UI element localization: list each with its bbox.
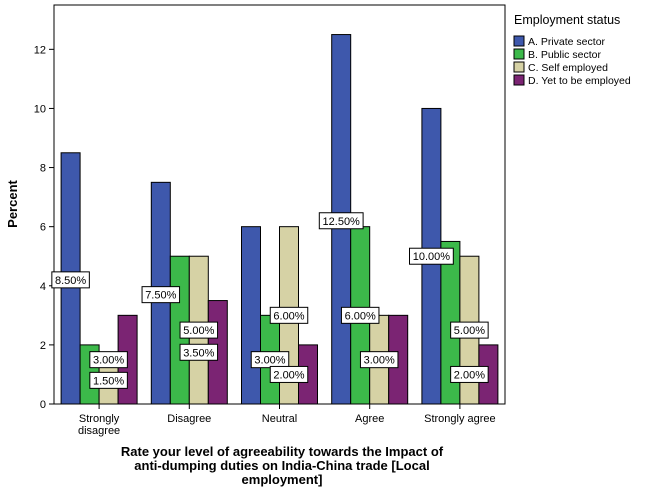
legend-item: D. Yet to be employed	[513, 74, 631, 87]
data-label-box	[269, 365, 309, 383]
legend-label: B. Public sector	[528, 49, 601, 61]
data-label: 1.50%	[89, 371, 128, 389]
legend-label: A. Private sector	[528, 36, 606, 48]
data-label-text: 8.50%	[55, 275, 86, 287]
legend-item: B. Public sector	[513, 48, 601, 61]
legend-swatch	[513, 74, 525, 86]
data-label: 6.00%	[340, 306, 380, 324]
y-tick-label: 4	[40, 281, 46, 293]
data-label: 2.00%	[269, 365, 309, 383]
data-label: 3.50%	[179, 343, 219, 361]
x-tick-label: Strongly agree	[424, 413, 496, 425]
legend-title: Employment status	[514, 13, 620, 27]
data-label-box	[450, 365, 489, 383]
x-axis-title: Rate your level of agreeability towards …	[121, 444, 444, 487]
data-label-text: 5.00%	[454, 325, 485, 337]
y-tick-label: 10	[34, 103, 46, 115]
data-label-box	[450, 321, 489, 339]
x-axis-title-line: employment]	[242, 472, 323, 487]
data-label-box	[269, 306, 309, 324]
y-axis: 0 2 4 6 8 10 12	[34, 44, 54, 411]
y-tick-label: 0	[40, 399, 46, 411]
data-label-text: 1.50%	[93, 375, 124, 387]
legend-swatch	[513, 35, 525, 47]
data-label-box	[89, 351, 128, 369]
x-tick-label: disagree	[78, 425, 120, 437]
data-label-text: 3.00%	[254, 355, 285, 367]
x-axis-title-line: Rate your level of agreeability towards …	[121, 444, 444, 459]
data-label-box	[89, 371, 128, 389]
data-label-box	[179, 321, 219, 339]
data-label: 10.00%	[409, 247, 454, 265]
legend-swatch	[513, 48, 525, 60]
y-tick-label: 6	[40, 222, 46, 234]
legend-label: D. Yet to be employed	[528, 75, 631, 87]
x-tick-label: Strongly	[79, 413, 120, 425]
data-label-text: 5.00%	[183, 325, 214, 337]
data-label: 8.50%	[51, 271, 90, 289]
y-tick-label: 8	[40, 163, 46, 175]
data-label-box	[409, 247, 454, 265]
data-label-text: 7.50%	[145, 290, 176, 302]
legend-swatch	[513, 61, 525, 73]
bar	[241, 226, 261, 405]
y-tick-label: 2	[40, 340, 46, 352]
data-label: 2.00%	[450, 365, 489, 383]
legend-item: A. Private sector	[513, 35, 606, 48]
x-tick-label: Agree	[355, 413, 384, 425]
data-label: 12.50%	[318, 212, 364, 230]
data-label-box	[51, 271, 90, 289]
legend-label: C. Self employed	[528, 62, 608, 74]
data-label: 5.00%	[450, 321, 489, 339]
data-label-box	[141, 286, 181, 304]
data-label-text: 3.00%	[364, 355, 395, 367]
data-label-box	[179, 343, 219, 361]
data-label: 7.50%	[141, 286, 181, 304]
data-label-text: 2.00%	[454, 369, 485, 381]
data-label-box	[340, 306, 380, 324]
data-label-text: 6.00%	[273, 310, 304, 322]
data-label: 3.00%	[89, 351, 128, 369]
data-label: 3.00%	[250, 351, 290, 369]
y-axis-title: Percent	[5, 179, 20, 227]
data-label-text: 2.00%	[273, 369, 304, 381]
data-label-box	[318, 212, 364, 230]
data-label: 5.00%	[179, 321, 219, 339]
data-label-box	[359, 351, 399, 369]
data-labels: 8.50% 3.00% 1.50% 7.50% 5.00% 3.50% 3.00% 6.00%…	[51, 212, 489, 389]
data-label-text: 6.00%	[345, 310, 376, 322]
y-tick-label: 12	[34, 44, 46, 56]
x-tick-label: Disagree	[167, 413, 211, 425]
data-label-text: 3.50%	[183, 347, 214, 359]
data-label: 3.00%	[359, 351, 399, 369]
x-tick-label: Neutral	[262, 413, 297, 425]
x-axis-title-line: anti-dumping duties on India-China trade…	[134, 458, 429, 473]
data-label: 6.00%	[269, 306, 309, 324]
legend-item: C. Self employed	[513, 61, 608, 74]
data-label-text: 10.00%	[413, 251, 451, 263]
data-label-text: 12.50%	[323, 216, 361, 228]
data-label-text: 3.00%	[93, 355, 124, 367]
